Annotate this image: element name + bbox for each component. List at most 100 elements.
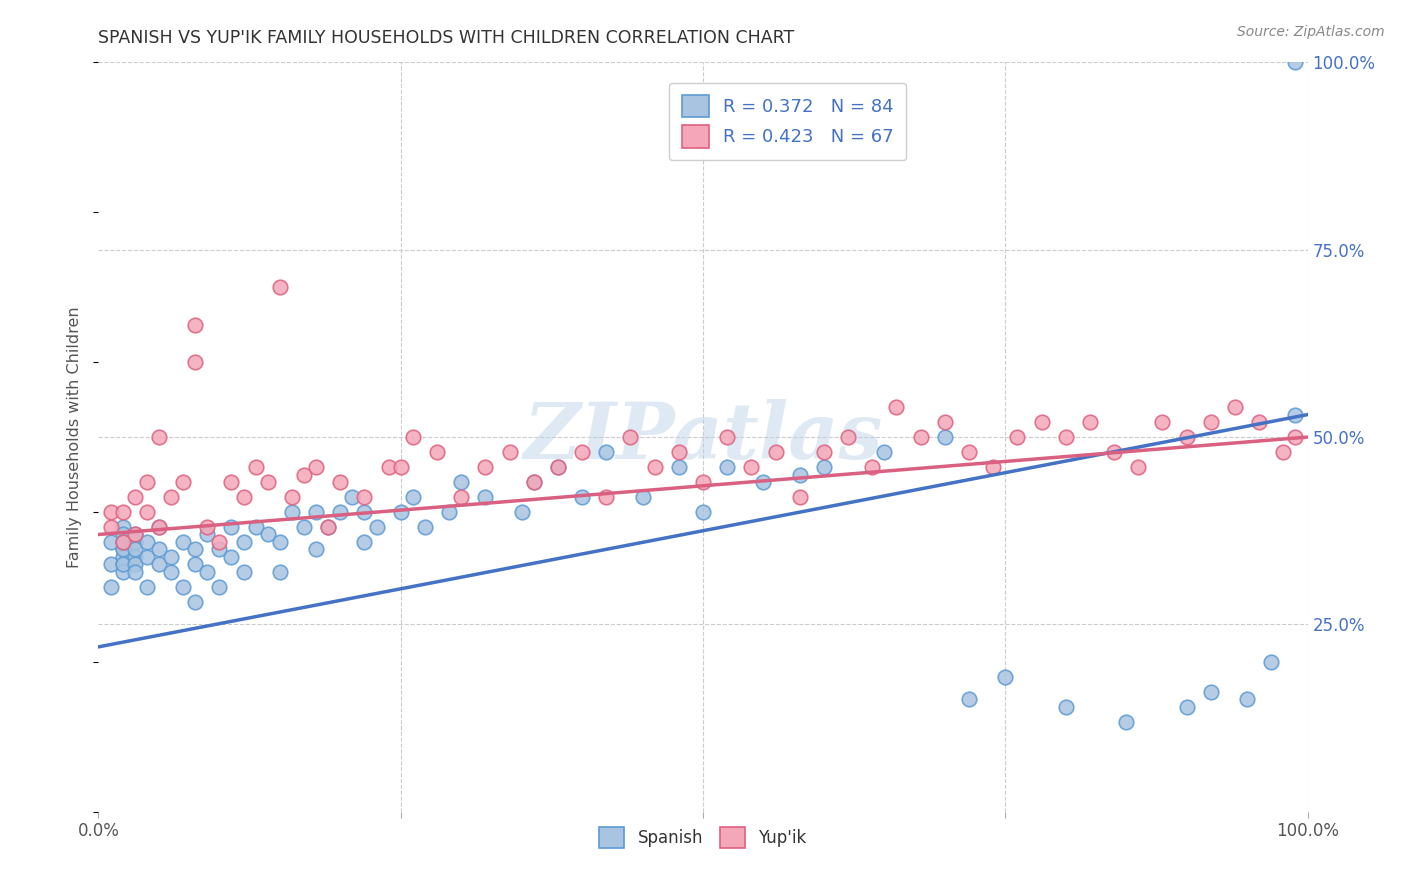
Point	[124, 558, 146, 572]
Point	[1175, 699, 1198, 714]
Point	[402, 430, 425, 444]
Point	[111, 558, 134, 572]
Point	[389, 505, 412, 519]
Point	[1175, 430, 1198, 444]
Point	[329, 505, 352, 519]
Point	[100, 580, 122, 594]
Point	[353, 490, 375, 504]
Point	[111, 565, 134, 579]
Point	[111, 505, 134, 519]
Point	[631, 490, 654, 504]
Point	[994, 670, 1017, 684]
Point	[1223, 400, 1246, 414]
Point	[957, 445, 980, 459]
Point	[813, 445, 835, 459]
Point	[184, 318, 207, 332]
Point	[668, 460, 690, 475]
Point	[389, 460, 412, 475]
Point	[172, 475, 194, 489]
Point	[366, 520, 388, 534]
Point	[160, 549, 183, 564]
Point	[269, 535, 291, 549]
Point	[547, 460, 569, 475]
Point	[595, 490, 617, 504]
Point	[1284, 430, 1306, 444]
Point	[292, 467, 315, 482]
Legend: Spanish, Yup'ik: Spanish, Yup'ik	[591, 819, 815, 855]
Point	[160, 490, 183, 504]
Point	[269, 280, 291, 294]
Point	[111, 542, 134, 557]
Point	[100, 505, 122, 519]
Point	[184, 355, 207, 369]
Point	[184, 558, 207, 572]
Point	[111, 542, 134, 557]
Point	[100, 520, 122, 534]
Point	[124, 527, 146, 541]
Point	[886, 400, 908, 414]
Point	[740, 460, 762, 475]
Point	[172, 580, 194, 594]
Point	[329, 475, 352, 489]
Point	[595, 445, 617, 459]
Point	[269, 565, 291, 579]
Point	[292, 520, 315, 534]
Point	[184, 595, 207, 609]
Point	[245, 520, 267, 534]
Point	[402, 490, 425, 504]
Point	[789, 490, 811, 504]
Point	[305, 460, 328, 475]
Point	[135, 580, 157, 594]
Point	[195, 527, 218, 541]
Point	[1152, 415, 1174, 429]
Point	[316, 520, 339, 534]
Point	[510, 505, 533, 519]
Point	[124, 527, 146, 541]
Point	[353, 535, 375, 549]
Point	[305, 505, 328, 519]
Point	[135, 505, 157, 519]
Y-axis label: Family Households with Children: Family Households with Children	[67, 306, 83, 568]
Point	[1199, 685, 1222, 699]
Point	[1128, 460, 1150, 475]
Point	[1236, 692, 1258, 706]
Point	[377, 460, 399, 475]
Text: Source: ZipAtlas.com: Source: ZipAtlas.com	[1237, 25, 1385, 39]
Point	[195, 520, 218, 534]
Point	[221, 475, 243, 489]
Point	[474, 490, 496, 504]
Point	[208, 535, 231, 549]
Point	[148, 520, 170, 534]
Point	[873, 445, 896, 459]
Point	[571, 445, 593, 459]
Point	[437, 505, 460, 519]
Point	[221, 520, 243, 534]
Point	[1054, 430, 1077, 444]
Point	[860, 460, 883, 475]
Point	[135, 549, 157, 564]
Point	[571, 490, 593, 504]
Point	[547, 460, 569, 475]
Point	[644, 460, 666, 475]
Point	[256, 527, 278, 541]
Point	[1199, 415, 1222, 429]
Point	[172, 535, 194, 549]
Point	[124, 542, 146, 557]
Point	[523, 475, 546, 489]
Point	[619, 430, 641, 444]
Text: SPANISH VS YUP'IK FAMILY HOUSEHOLDS WITH CHILDREN CORRELATION CHART: SPANISH VS YUP'IK FAMILY HOUSEHOLDS WITH…	[98, 29, 794, 47]
Point	[111, 535, 134, 549]
Point	[523, 475, 546, 489]
Point	[1054, 699, 1077, 714]
Point	[148, 520, 170, 534]
Point	[1284, 408, 1306, 422]
Point	[111, 535, 134, 549]
Point	[957, 692, 980, 706]
Point	[111, 527, 134, 541]
Point	[281, 490, 304, 504]
Point	[692, 475, 714, 489]
Point	[1249, 415, 1271, 429]
Point	[148, 542, 170, 557]
Point	[426, 445, 449, 459]
Point	[934, 415, 956, 429]
